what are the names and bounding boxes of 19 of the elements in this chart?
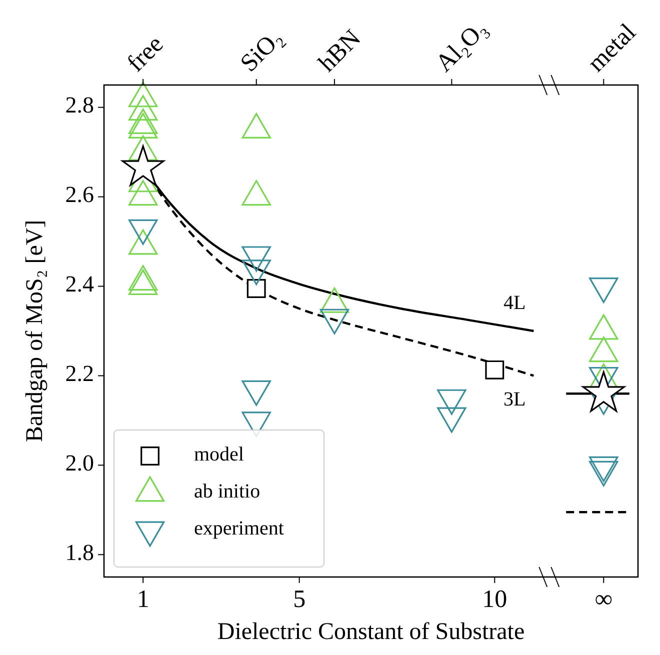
x-tick-label: 5 [293,586,306,613]
y-tick-label: 2.8 [65,92,94,118]
x-tick-label: 10 [482,586,508,613]
x-tick-label: 1 [136,586,150,613]
y-tick-label: 1.8 [65,540,94,565]
y-tick-label: 2.0 [65,450,94,476]
x-tick-label: ∞ [594,586,613,613]
x-axis-title: Dielectric Constant of Substrate [217,619,525,645]
y-axis-title: Bandgap of MoS₂ [eV] [22,220,48,442]
y-tick-label: 2.6 [65,182,94,208]
legend-label: model [194,444,244,466]
annotation: free [122,30,169,78]
y-tick-label: 2.4 [65,272,94,297]
series-label: 3L [503,388,526,411]
legend-label: experiment [194,518,284,540]
annotation: SiO₂ [236,24,288,78]
series-label: 4L [503,292,526,314]
y-tick-label: 2.2 [65,361,94,386]
legend-label: ab initio [194,480,260,503]
